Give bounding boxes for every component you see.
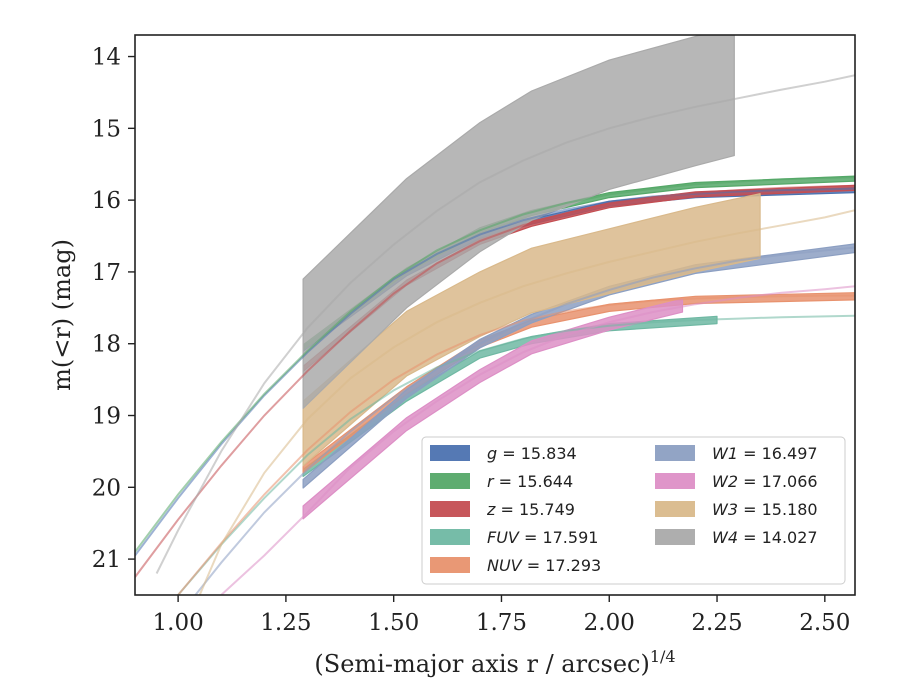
y-tick-label: 15 [92,116,121,142]
legend-series-name: W4 [712,528,738,547]
legend-swatch-fuv [430,529,470,545]
legend-series-value: = 15.749 [495,500,575,519]
y-axis-title: m(<r) (mag) [48,239,76,391]
legend-label-w3: W3 = 15.180 [712,500,818,519]
y-tick-label: 21 [92,547,121,573]
legend-swatch-w4 [655,529,695,545]
x-axis-title-superscript: 1/4 [650,647,676,666]
magnitude-chart: 1.00 1.25 1.50 1.75 2.00 2.25 2.50 14151617181… [0,0,900,700]
y-tick-label: 14 [92,45,121,71]
x-tick-label: 1.75 [476,610,527,636]
y-tick-label: 20 [92,475,121,501]
legend-series-value: = 16.497 [738,444,818,463]
y-tick-label: 16 [92,188,121,214]
legend-series-name: W1 [712,444,738,463]
legend-label-w2: W2 = 17.066 [712,472,818,491]
legend-label-nuv: NUV = 17.293 [487,556,601,575]
legend-series-name: W2 [712,472,738,491]
legend-swatch-w1 [655,445,695,461]
legend-label-w1: W1 = 16.497 [712,444,818,463]
legend-label-g: g = 15.834 [487,444,577,463]
y-tick-label: 19 [92,404,121,430]
legend-series-name: NUV [487,556,523,575]
x-tick-label: 2.50 [799,610,850,636]
legend-swatch-g [430,445,470,461]
legend-swatch-nuv [430,557,470,573]
legend-label-r: r = 15.644 [487,472,573,491]
legend-series-value: = 17.293 [522,556,602,575]
x-tick-label: 2.25 [691,610,742,636]
y-tick-label: 18 [92,332,121,358]
legend-label-w4: W4 = 14.027 [712,528,818,547]
x-axis-title: (Semi-major axis r / arcsec)1/4 [314,647,675,678]
legend-series-name: FUV [487,528,520,547]
legend-series-value: = 15.834 [497,444,577,463]
legend: g = 15.834 r = 15.644 z = 15.749 FUV = 17.5… [422,437,845,584]
x-tick-label: 2.00 [584,610,635,636]
legend-series-name: g [487,444,497,463]
x-axis-title-main: (Semi-major axis r / arcsec) [314,650,649,678]
y-tick-label: 17 [92,260,121,286]
x-axis-ticks: 1.00 1.25 1.50 1.75 2.00 2.25 2.50 [153,595,851,636]
legend-label-z: z = 15.749 [486,500,575,519]
legend-swatch-w2 [655,473,695,489]
legend-series-value: = 17.066 [738,472,818,491]
legend-swatch-w3 [655,501,695,517]
legend-series-value: = 17.591 [519,528,599,547]
legend-label-fuv: FUV = 17.591 [487,528,598,547]
legend-series-name: W3 [712,500,738,519]
y-axis-ticks: 14 15 16 17 18 19 20 21 [92,45,135,574]
x-tick-label: 1.50 [368,610,419,636]
legend-series-value: = 14.027 [738,528,818,547]
x-tick-label: 1.00 [153,610,204,636]
legend-series-value: = 15.644 [494,472,574,491]
x-tick-label: 1.25 [260,610,311,636]
legend-swatch-z [430,501,470,517]
legend-series-value: = 15.180 [738,500,818,519]
legend-swatch-r [430,473,470,489]
